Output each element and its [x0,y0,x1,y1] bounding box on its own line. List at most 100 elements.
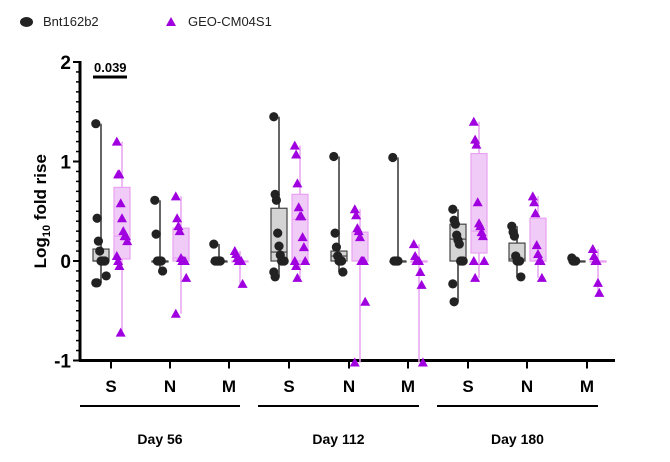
data-point-triangle [291,260,302,270]
box [113,186,131,260]
data-point-circle [329,151,339,162]
data-point-triangle [408,239,419,249]
bnt162b2-box [567,253,586,266]
data-point-circle [269,112,279,122]
data-point-circle [279,256,289,266]
x-tick-label: N [343,377,355,396]
data-point-circle [454,239,464,249]
data-point-triangle [170,308,181,318]
data-point-circle [100,256,110,266]
data-point-circle [388,152,398,163]
data-point-triangle [172,213,183,223]
data-point-triangle [529,197,540,207]
data-point-circle [274,241,284,251]
data-point-triangle [360,296,371,306]
data-point-circle [95,246,105,256]
x-tick-label: S [105,377,116,396]
data-point-triangle [297,232,308,242]
legend-label: GEO-CM04S1 [188,14,272,29]
data-point-triangle [289,140,300,150]
data-point-circle [448,279,458,289]
circle-marker-icon [20,16,33,27]
data-point-triangle [416,279,427,289]
y-tick-label: 2 [60,53,71,74]
data-point-circle [156,256,166,266]
data-point-circle [92,213,102,223]
data-point-circle [270,272,280,282]
data-point-triangle [115,327,126,337]
p-value-label: 0.039 [94,60,127,75]
data-point-triangle [415,266,426,276]
data-point-circle [150,195,160,205]
data-point-triangle [179,256,190,265]
x-tick-label: N [521,377,533,396]
data-point-circle [215,256,225,266]
bnt162b2-box [269,112,289,282]
geo-cm04s1-box [170,191,192,318]
data-point-triangle [120,231,131,241]
group-label: Day 112 [312,431,364,447]
data-point-circle [151,229,161,239]
geo-cm04s1-box [349,204,371,367]
data-point-triangle [536,272,547,282]
data-point-circle [330,228,340,238]
data-point-triangle [298,242,309,252]
data-point-triangle [237,278,248,288]
data-point-circle [516,272,526,282]
x-tick-label: M [401,377,415,396]
y-tick-label: 1 [60,153,71,174]
geo-cm04s1-box [408,239,428,367]
data-point-triangle [472,197,483,207]
bnt162b2-box [150,195,169,276]
x-tick-label: S [283,377,294,396]
data-point-triangle [349,357,360,367]
legend-item-geo-cm04s1: GEO-CM04S1 [166,14,272,29]
x-tick-label: S [462,377,473,396]
data-point-triangle [111,251,122,261]
data-point-circle [338,267,348,277]
data-point-circle [515,256,525,266]
data-point-triangle [291,149,302,159]
triangle-marker-icon [166,17,176,26]
data-point-triangle [591,256,602,265]
geo-cm04s1-box [289,140,311,282]
data-point-triangle [417,357,428,367]
bnt162b2-box [507,221,526,282]
data-point-circle [509,231,519,241]
data-point-triangle [114,260,125,270]
data-point-circle [448,204,458,214]
geo-cm04s1-box [527,191,547,282]
data-point-triangle [533,249,543,259]
data-point-triangle [470,272,481,282]
data-point-triangle [355,232,365,242]
data-point-triangle [471,139,482,149]
x-tick-label: M [222,377,236,396]
bnt162b2-box [209,239,228,266]
y-tick-label: -1 [54,352,71,373]
data-point-triangle [111,136,122,146]
group-label: Day 180 [491,431,544,447]
bnt162b2-box [448,204,468,307]
data-point-triangle [114,169,125,179]
data-point-triangle [468,256,479,265]
bnt162b2-box [388,152,407,266]
data-point-triangle [530,208,541,218]
data-point-circle [449,297,459,307]
legend-item-bnt162b2: Bnt162b2 [20,14,99,29]
data-point-triangle [353,226,364,236]
data-point-triangle [113,256,124,265]
geo-cm04s1-box [587,244,607,297]
data-point-triangle [174,226,185,236]
data-point-triangle [300,256,311,265]
y-tick-label: 0 [60,252,71,273]
data-point-circle [458,256,468,266]
data-point-triangle [236,256,247,265]
legend-label: Bnt162b2 [43,14,99,29]
data-point-triangle [594,287,605,297]
data-point-triangle [173,221,184,231]
data-point-triangle [593,277,603,287]
data-point-circle [92,278,102,288]
data-point-circle [393,256,403,266]
